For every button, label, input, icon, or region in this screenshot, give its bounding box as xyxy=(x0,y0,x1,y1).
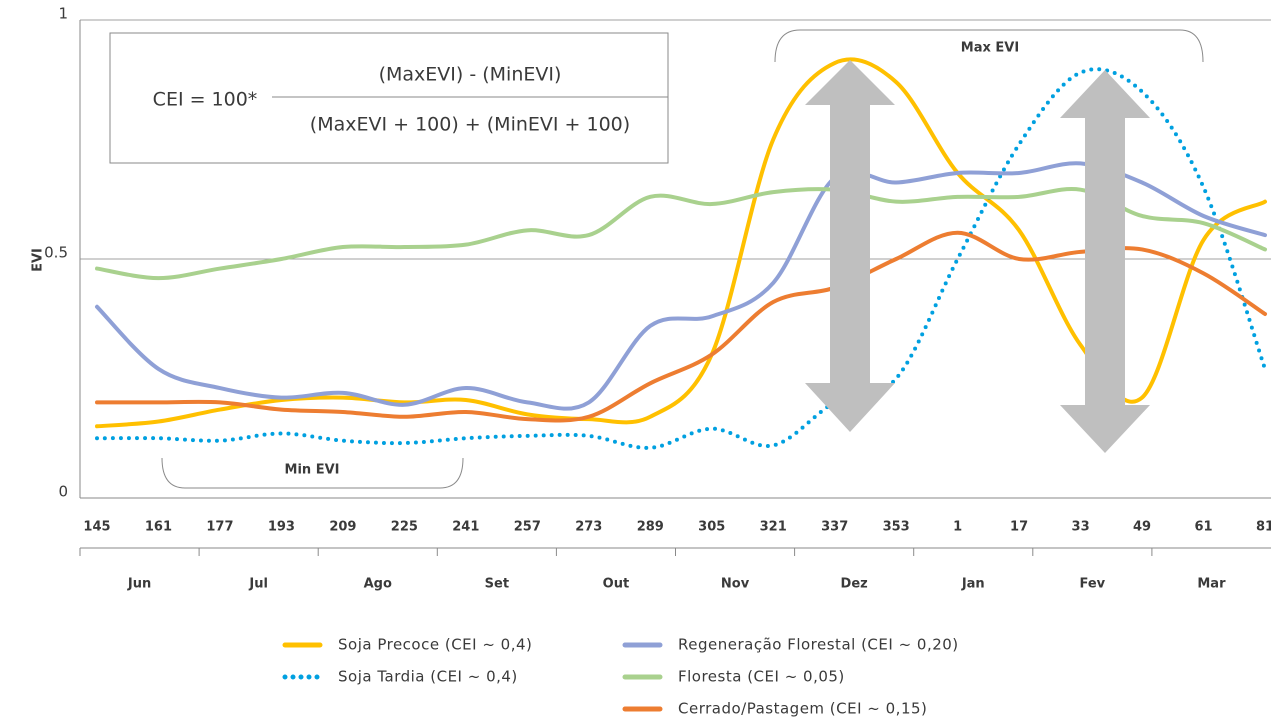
legend-label: Floresta (CEI ~ 0,05) xyxy=(678,668,845,686)
month-label: Set xyxy=(485,577,509,592)
x-tick-label: 61 xyxy=(1194,520,1212,535)
month-label: Mar xyxy=(1197,577,1226,592)
legend-label: Soja Tardia (CEI ~ 0,4) xyxy=(338,668,518,686)
x-tick-label: 225 xyxy=(391,520,418,535)
x-tick-label: 1 xyxy=(953,520,962,535)
x-tick-label: 17 xyxy=(1010,520,1028,535)
x-tick-label: 321 xyxy=(760,520,787,535)
series-line xyxy=(95,67,1267,450)
x-tick-label: 257 xyxy=(514,520,541,535)
month-label: Jun xyxy=(127,577,151,592)
formula-numerator: (MaxEVI) - (MinEVI) xyxy=(379,64,562,86)
annotation: Min EVI xyxy=(285,463,340,478)
y-tick-label: 0 xyxy=(58,483,68,501)
formula-box xyxy=(109,32,669,164)
x-tick-label: 81 xyxy=(1256,520,1271,535)
series-line xyxy=(95,161,1267,411)
month-label: Fev xyxy=(1080,577,1106,592)
formula-denominator: (MaxEVI + 100) + (MinEVI + 100) xyxy=(310,114,630,136)
x-tick-label: 305 xyxy=(698,520,725,535)
y-axis-label: EVI xyxy=(31,248,46,272)
series-line xyxy=(95,230,1267,423)
x-tick-label: 177 xyxy=(206,520,233,535)
month-label: Nov xyxy=(721,577,750,592)
formula-left: CEI = 100* xyxy=(153,89,258,111)
x-tick-label: 145 xyxy=(83,520,110,535)
x-tick-label: 33 xyxy=(1072,520,1090,535)
legend-label: Regeneração Florestal (CEI ~ 0,20) xyxy=(678,636,959,654)
legend-label: Soja Precoce (CEI ~ 0,4) xyxy=(338,636,532,654)
x-tick-label: 289 xyxy=(637,520,664,535)
x-tick-label: 337 xyxy=(821,520,848,535)
month-label: Jan xyxy=(961,577,985,592)
series-line xyxy=(95,187,1267,281)
x-tick-label: 353 xyxy=(883,520,910,535)
x-tick-label: 49 xyxy=(1133,520,1151,535)
x-tick-label: 161 xyxy=(145,520,172,535)
month-label: Jul xyxy=(248,577,268,592)
month-label: Out xyxy=(603,577,630,592)
arrows xyxy=(805,60,1150,453)
x-tick-label: 273 xyxy=(575,520,602,535)
x-tick-label: 193 xyxy=(268,520,295,535)
range-arrow xyxy=(1060,70,1150,453)
x-tick-label: 241 xyxy=(452,520,479,535)
x-tick-label: 209 xyxy=(329,520,356,535)
y-tick-label: 1 xyxy=(58,5,68,23)
y-tick-label: 0.5 xyxy=(44,244,68,262)
month-label: Dez xyxy=(841,577,868,592)
annotation: Max EVI xyxy=(961,41,1019,56)
range-arrow xyxy=(805,60,895,432)
legend-label: Cerrado/Pastagem (CEI ~ 0,15) xyxy=(678,700,927,718)
max-bracket xyxy=(774,29,1204,63)
min-bracket xyxy=(161,457,464,489)
month-label: Ago xyxy=(364,577,392,592)
